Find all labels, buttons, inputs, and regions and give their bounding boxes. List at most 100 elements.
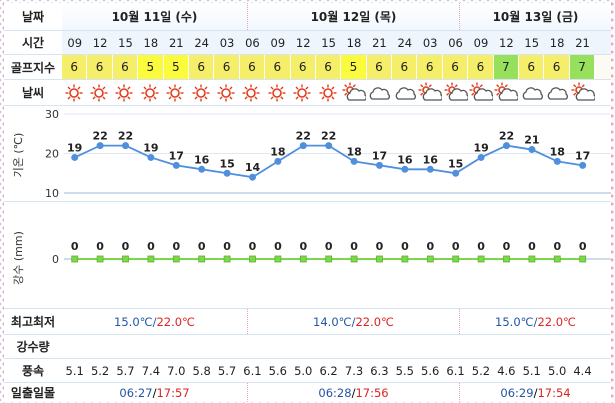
weather-row: 날씨 [4, 80, 611, 106]
temp-data-point [477, 153, 485, 161]
day3-sunrise: 06:29 [500, 385, 534, 400]
sun-icon [138, 80, 163, 105]
temp-data-point [223, 169, 231, 177]
golf-index-cell: 6 [112, 55, 139, 79]
time-cell: 03 [422, 35, 438, 50]
temp-data-point [299, 142, 307, 150]
day1-sunrise: 06:27 [119, 385, 153, 400]
temp-data-point [426, 165, 434, 173]
rain-data-point [223, 255, 231, 263]
rain-data-point [299, 255, 307, 263]
sun-icon [164, 80, 189, 105]
cloud-icon [519, 80, 544, 105]
golf-index-cell: 7 [493, 55, 520, 79]
rain-data-label: 0 [122, 240, 130, 253]
temp-data-label: 16 [397, 153, 413, 166]
temp-data-label: 21 [524, 134, 539, 147]
time-cell: 15 [321, 35, 336, 50]
temp-data-point [553, 157, 561, 165]
sun-icon [265, 80, 290, 105]
date-label: 날짜 [4, 3, 62, 30]
rain-data-point [71, 255, 79, 263]
date-header-day3: 10월 13일 (금) [459, 3, 611, 30]
rainfall-row: 강수량 [4, 334, 611, 358]
time-cell: 21 [168, 35, 184, 50]
wind-cell: 5.0 [547, 363, 567, 378]
temp-data-label: 22 [321, 130, 336, 143]
rain-data-label: 0 [553, 240, 561, 253]
golf-index-cell: 5 [138, 55, 164, 79]
date-cells: 10월 11일 (수) 10월 12일 (목) 10월 13일 (금) [62, 3, 611, 30]
time-cell: 15 [118, 35, 133, 50]
wind-cell: 5.7 [217, 363, 237, 378]
rain-data-label: 0 [350, 240, 358, 253]
day1-min-max: 15.0℃/22.0℃ [62, 309, 247, 334]
cloud-icon [392, 80, 417, 105]
wind-cell: 5.5 [395, 363, 414, 378]
temp-data-point [325, 142, 333, 150]
wind-cell: 5.6 [421, 363, 440, 378]
rain-data-point [172, 255, 180, 263]
temp-data-label: 19 [473, 141, 488, 154]
wind-cell: 6.1 [243, 363, 262, 378]
day2-sun-times: 06:28/17:56 [247, 383, 459, 402]
wind-cells: 5.1 5.2 5.7 7.4 7.0 5.8 5.7 6.1 5.6 5.0 6.2 7.3 6.3 5… [62, 359, 611, 382]
day1-sun-separator: / [152, 385, 157, 400]
rain-data-point [274, 255, 282, 263]
wind-cell: 5.0 [294, 363, 313, 378]
day1-max-temp: 22.0℃ [156, 314, 195, 329]
day1-sunset: 17:57 [156, 385, 190, 400]
rain-data-point [579, 255, 587, 263]
wind-cell: 4.4 [573, 363, 592, 378]
rain-data-label: 0 [426, 240, 434, 253]
temp-data-label: 18 [550, 145, 565, 158]
golf-index-cell: 6 [214, 55, 240, 79]
time-cell: 18 [549, 35, 565, 50]
golf-index-cell: 6 [315, 55, 342, 79]
rainfall-cells [62, 335, 611, 358]
temp-data-label: 22 [296, 130, 311, 143]
wind-cell: 6.2 [319, 363, 338, 378]
temp-ytick-label: 20 [45, 148, 59, 161]
time-cells: 09 12 15 18 21 24 03 06 09 12 15 18 21 24 03 06 09 12 15 18… [62, 31, 611, 54]
temp-data-label: 18 [346, 145, 361, 158]
temp-data-point [376, 161, 383, 169]
temp-data-label: 22 [499, 130, 514, 143]
wind-cell: 5.2 [471, 363, 491, 378]
sunrise-sunset-label: 일출일몰 [4, 383, 62, 402]
temp-data-point [147, 153, 155, 161]
sun-icon [87, 80, 112, 105]
sun-icon [189, 80, 214, 105]
wind-cell: 7.4 [141, 363, 161, 378]
rain-data-label: 0 [528, 240, 536, 253]
temp-data-point [452, 169, 460, 177]
golf-index-cell: 6 [265, 55, 291, 79]
sun-icon [113, 80, 138, 105]
rain-data-label: 0 [249, 240, 257, 253]
rain-data-point [401, 255, 409, 263]
sun-cloud-icon [417, 80, 443, 105]
time-cell: 24 [194, 35, 209, 50]
temp-data-point [401, 165, 409, 173]
temp-data-label: 22 [92, 130, 107, 143]
temp-data-label: 14 [245, 161, 261, 174]
rain-data-label: 0 [147, 240, 155, 253]
wind-cell: 5.6 [268, 363, 287, 378]
sun-icon [214, 80, 239, 105]
rain-data-label: 0 [299, 240, 307, 253]
wind-row: 풍속 5.1 5.2 5.7 7.4 7.0 5.8 5.7 6.1 5.6 5.0 6.2 7.3 6… [4, 358, 611, 382]
temp-data-label: 16 [423, 153, 439, 166]
rain-axis-label: 강수 (mm) [12, 231, 25, 285]
temp-data-label: 19 [67, 141, 82, 154]
date-row: 날짜 10월 11일 (수) 10월 12일 (목) 10월 13일 (금) [4, 3, 611, 31]
cloud-icon [367, 80, 392, 105]
rain-data-point [122, 255, 129, 263]
wind-cell: 5.1 [65, 363, 84, 378]
rain-data-point [553, 255, 561, 263]
weather-forecast-table: 날짜 10월 11일 (수) 10월 12일 (목) 10월 13일 (금) 시간 … [4, 3, 611, 402]
wind-cell: 5.8 [192, 363, 211, 378]
time-cell: 06 [245, 35, 260, 50]
rain-data-point [503, 255, 510, 263]
